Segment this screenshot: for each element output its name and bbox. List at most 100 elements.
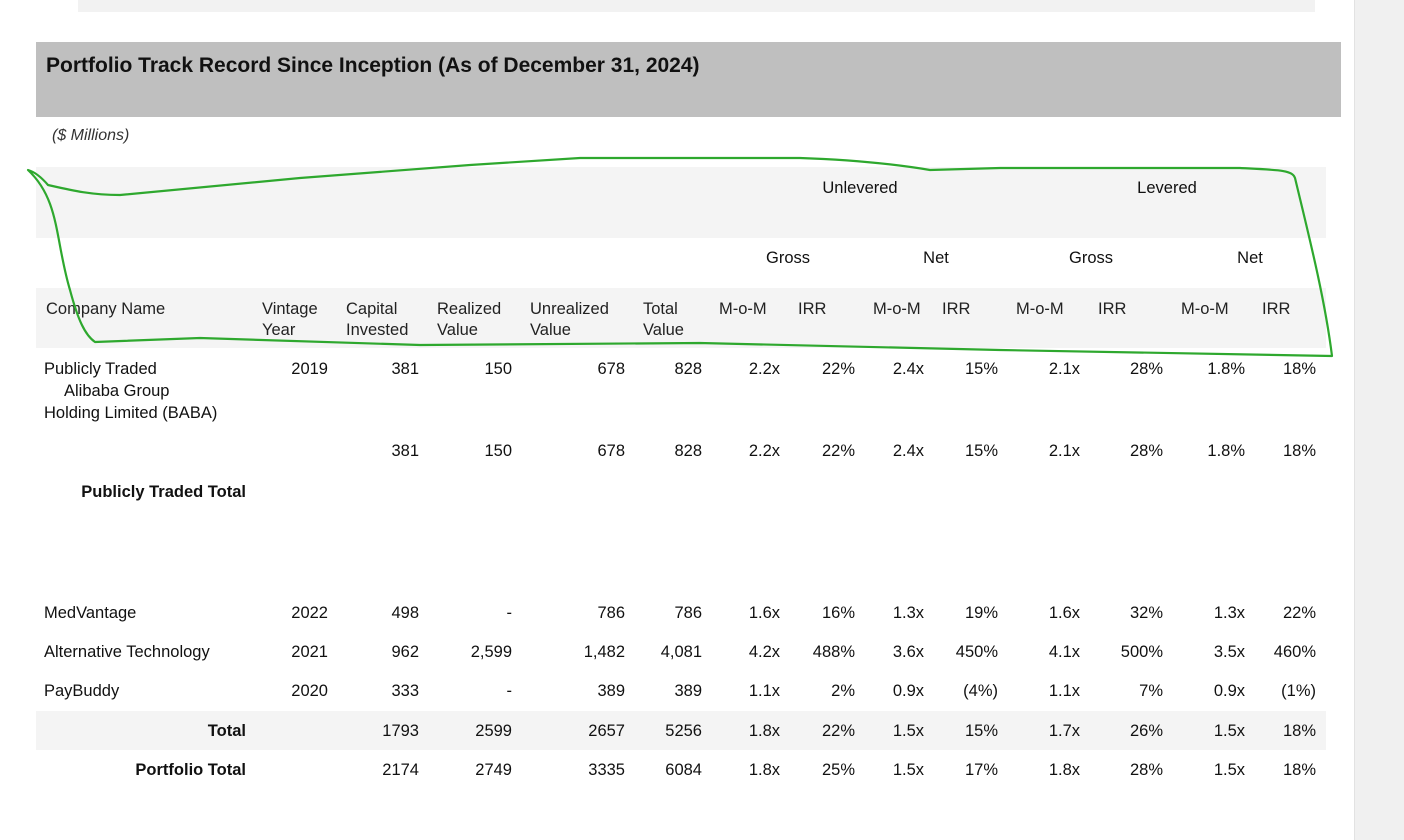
cell-mom-nu: 1.3x [892,604,924,622]
cell-irr-nu: 17% [964,761,998,779]
cell-irr-gl: 26% [1129,722,1163,740]
cell-total: 389 [674,682,702,700]
cell-irr-nu: 15% [964,360,998,378]
cell-unrealized: 1,482 [583,643,625,661]
cell-irr-nl: 18% [1282,722,1316,740]
row-label-category: Publicly Traded [44,360,157,378]
cell-irr-nl: (1%) [1281,682,1316,700]
cell-irr-gl: 500% [1120,643,1163,661]
cell-irr-gu: 22% [821,722,855,740]
gross-unlevered-header: Gross [765,249,810,267]
cell-capital: 498 [391,604,419,622]
cell-realized: - [506,604,513,622]
cell-capital: 381 [391,442,419,460]
row-label-alternative-technology: Alternative Technology [44,643,210,661]
cell-irr-nu: 15% [964,442,998,460]
col-vintage: Vintage Year [262,300,318,339]
cell-mom-nl: 3.5x [1213,643,1245,661]
cell-realized: 2749 [475,761,512,779]
cell-irr-gl: 28% [1129,761,1163,779]
cell-mom-gu: 2.2x [748,360,780,378]
cell-irr-gl: 28% [1129,360,1163,378]
cell-mom-nl: 1.3x [1213,604,1245,622]
cell-mom-gl: 2.1x [1048,360,1080,378]
cell-total: 828 [674,442,702,460]
col-total: Total Value [643,300,684,339]
cell-irr-nl: 18% [1282,761,1316,779]
cell-irr-gu: 16% [821,604,855,622]
col-mom-net-unlevered: M-o-M [873,300,921,318]
cell-capital: 333 [391,682,419,700]
cell-mom-nl: 1.8% [1207,442,1245,460]
cell-mom-nu: 1.5x [892,761,924,779]
cell-realized: 2,599 [470,643,512,661]
cell-mom-nu: 3.6x [892,643,924,661]
cell-mom-nu: 2.4x [892,360,924,378]
col-unrealized: Unrealized Value [530,300,609,339]
cell-mom-nu: 2.4x [892,442,924,460]
row-label-company-cont: Holding Limited (BABA) [44,404,218,422]
cell-irr-nl: 460% [1273,643,1316,661]
cell-vintage: 2019 [291,360,328,378]
cell-mom-gu: 2.2x [748,442,780,460]
annotation-freehand-loop [26,156,1334,358]
cell-irr-nu: (4%) [963,682,998,700]
col-irr-gross-levered: IRR [1098,300,1127,318]
cell-irr-gu: 25% [821,761,855,779]
cell-mom-gu: 1.1x [748,682,780,700]
col-mom-gross-levered: M-o-M [1016,300,1064,318]
cell-irr-gl: 28% [1129,442,1163,460]
cell-realized: 2599 [475,722,512,740]
cell-irr-gu: 2% [831,682,855,700]
cell-mom-gl: 2.1x [1048,442,1080,460]
cell-mom-nl: 1.8% [1207,360,1245,378]
title-band: Portfolio Track Record Since Inception (… [36,42,1341,117]
page-title: Portfolio Track Record Since Inception (… [46,54,700,77]
cell-capital: 962 [391,643,419,661]
col-realized: Realized Value [437,300,502,339]
cell-mom-gu: 1.8x [748,722,780,740]
cell-mom-gl: 4.1x [1048,643,1080,661]
col-irr-gross-unlevered: IRR [798,300,827,318]
net-unlevered-header: Net [923,249,949,267]
unlevered-header: Unlevered [822,179,898,197]
cell-irr-nu: 19% [964,604,998,622]
cell-unrealized: 678 [597,442,625,460]
cell-unrealized: 389 [597,682,625,700]
cell-irr-nl: 22% [1282,604,1316,622]
cell-mom-gl: 1.7x [1048,722,1080,740]
cell-mom-nu: 1.5x [892,722,924,740]
cell-mom-gu: 1.8x [748,761,780,779]
col-irr-net-levered: IRR [1262,300,1291,318]
scrollbar-track[interactable] [1354,0,1404,840]
units-note: ($ Millions) [52,127,130,144]
cell-mom-gu: 1.6x [748,604,780,622]
net-levered-header: Net [1237,249,1263,267]
page-top-strip [78,0,1315,12]
cell-mom-nu: 0.9x [892,682,924,700]
portfolio-total-label: Portfolio Total [135,761,246,779]
gross-levered-header: Gross [1068,249,1113,267]
cell-vintage: 2022 [291,604,328,622]
cell-mom-nl: 0.9x [1213,682,1245,700]
cell-mom-nl: 1.5x [1213,722,1245,740]
cell-total: 4,081 [660,643,702,661]
row-label-medvantage: MedVantage [44,604,137,622]
cell-realized: 150 [484,360,512,378]
col-company: Company Name [46,300,166,318]
cell-capital: 381 [391,360,419,378]
cell-realized: 150 [484,442,512,460]
cell-total: 786 [674,604,702,622]
col-capital: Capital Invested [346,300,409,339]
cell-unrealized: 786 [597,604,625,622]
cell-irr-nl: 18% [1282,442,1316,460]
cell-irr-gu: 488% [812,643,855,661]
cell-mom-gl: 1.6x [1048,604,1080,622]
cell-unrealized: 2657 [588,722,625,740]
cell-irr-gu: 22% [821,360,855,378]
cell-mom-nl: 1.5x [1213,761,1245,779]
col-mom-net-levered: M-o-M [1181,300,1229,318]
cell-irr-gl: 32% [1129,604,1163,622]
cell-capital: 2174 [382,761,419,779]
